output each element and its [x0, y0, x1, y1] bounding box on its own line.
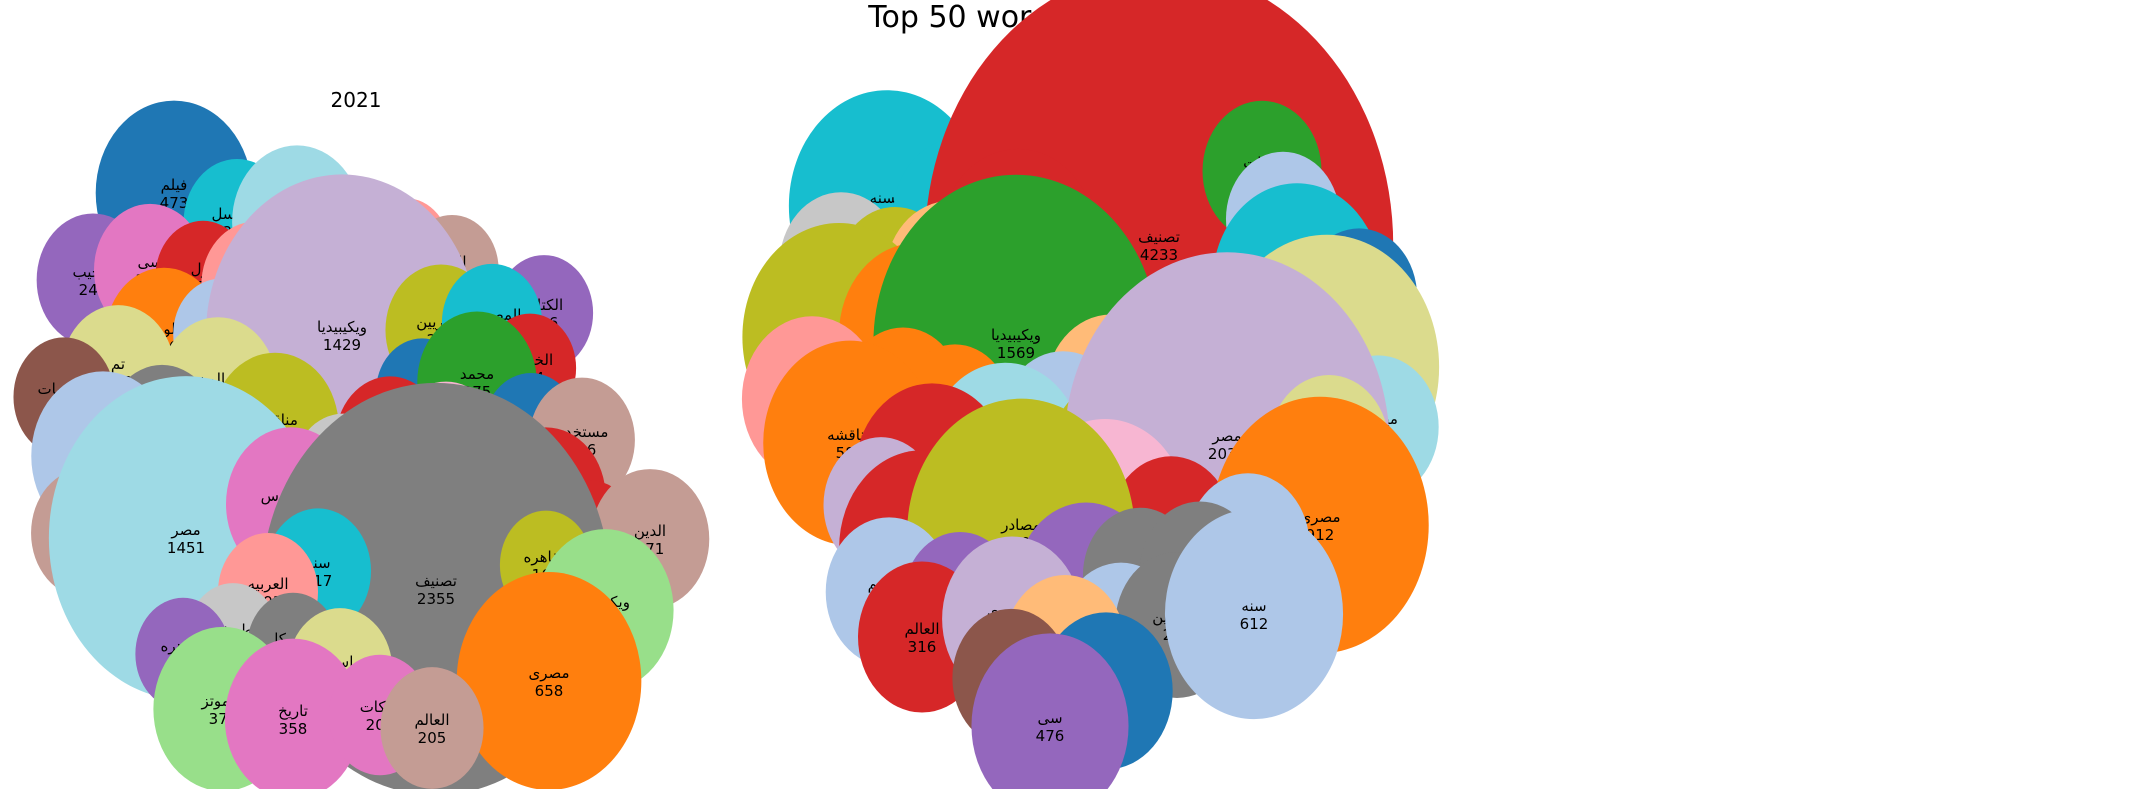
bubble-word-label: تاريخ [278, 702, 308, 720]
bubble-word-label: ويكيبيديا [991, 326, 1041, 344]
bubble-word-label: مصادر [1000, 516, 1041, 534]
bubble-count-label: 1451 [167, 539, 205, 557]
bubble-circle [224, 638, 362, 789]
bubble-word-label: سى [1037, 709, 1062, 727]
bubble-word-label: مصرى [1299, 508, 1340, 526]
bubble-word-label: فيلم [161, 176, 188, 194]
bubble-count-label: 2355 [417, 590, 455, 608]
bubble-count-label: 205 [418, 729, 447, 747]
bubble-count-label: 358 [279, 720, 308, 738]
bubble-count-label: 316 [908, 638, 937, 656]
bubble-word-label: تصنيف [415, 572, 457, 590]
bubble-word-label: سنه [1241, 597, 1266, 615]
bubble-word-label: ويكيبيديا [317, 318, 367, 336]
bubble-circle [456, 572, 642, 789]
bubble-count-label: 1569 [997, 344, 1035, 362]
bubble-count-label: 476 [1036, 727, 1065, 745]
bubble-circle [380, 667, 484, 789]
bubble-word-label: العربيه [248, 575, 289, 593]
bubble-count-label: 1429 [323, 336, 361, 354]
bubble-panel-2022: السنه743المصريه336المناقشه302تصنيف4233وف… [741, 0, 1440, 789]
bubble-word-label: مصرى [528, 664, 569, 682]
bubble-word-label: تصنيف [1138, 228, 1180, 246]
bubble-word-label: الدين [634, 522, 666, 540]
bubble-circle [1164, 508, 1344, 720]
bubble-panel-2021: فيلم473مسلسل220ملف325ترحيب245سى242دول175… [13, 100, 710, 789]
bubble-word-label: تم [111, 355, 125, 373]
bubble-circle [971, 633, 1129, 789]
bubble-count-label: 4233 [1140, 246, 1178, 264]
bubble-count-label: 658 [535, 682, 564, 700]
subplot-title-2021: 2021 [330, 88, 382, 112]
bubble-word-label: مصر [1211, 427, 1241, 445]
bubble-word-label: العالم [414, 711, 449, 729]
bubble-word-label: مصر [170, 521, 200, 539]
bubble-count-label: 612 [1240, 615, 1269, 633]
bubble-word-label: محمد [460, 365, 494, 383]
bubble-word-label: العالم [904, 620, 939, 638]
